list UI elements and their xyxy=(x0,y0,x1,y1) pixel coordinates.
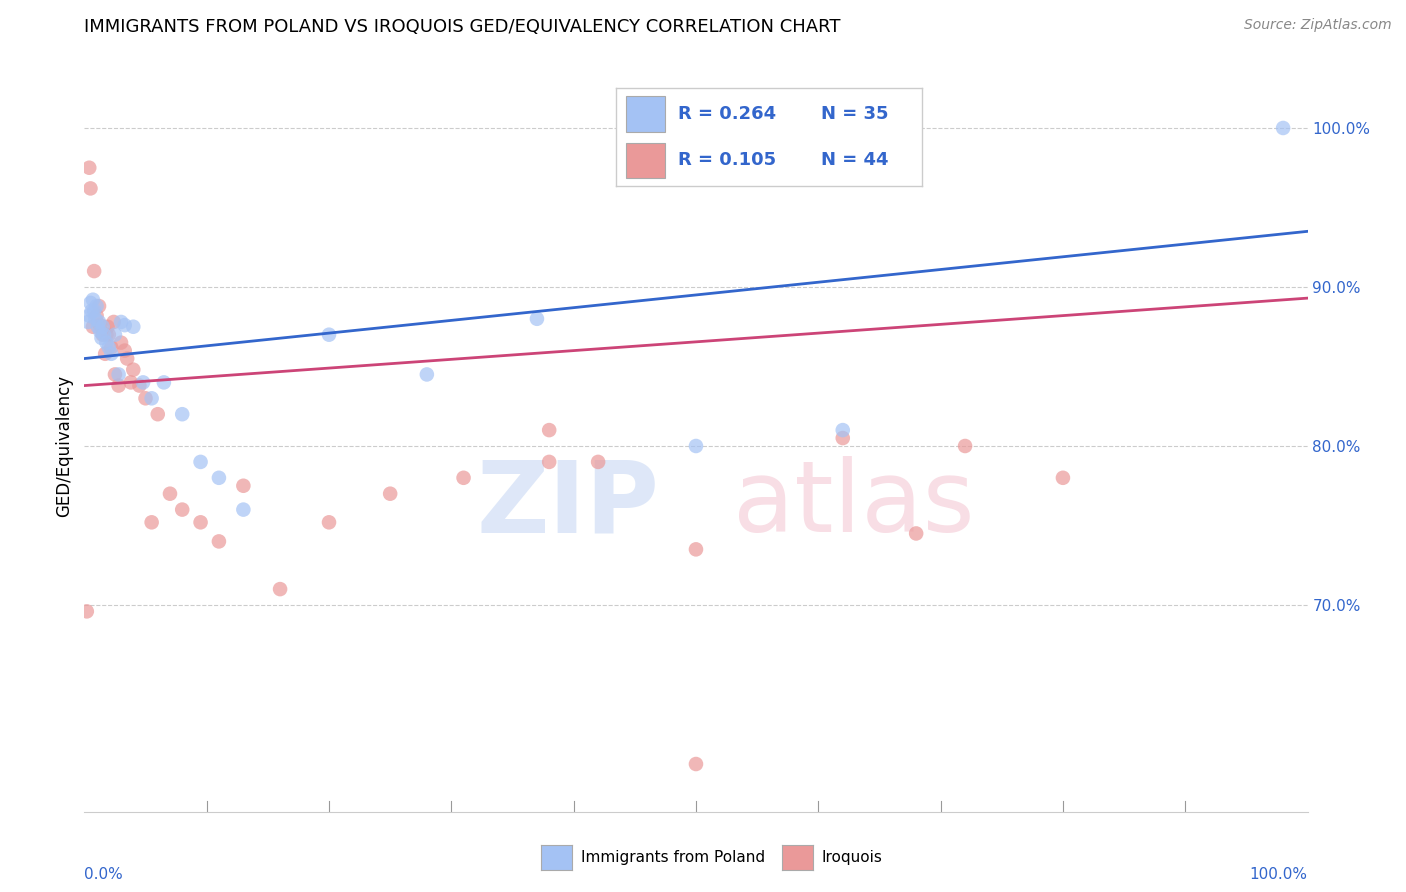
Text: 100.0%: 100.0% xyxy=(1250,867,1308,882)
Point xyxy=(122,319,145,334)
Point xyxy=(416,368,439,382)
Point xyxy=(120,376,142,390)
Point xyxy=(91,319,114,334)
Y-axis label: GED/Equivalency: GED/Equivalency xyxy=(55,375,73,517)
Point xyxy=(89,325,111,339)
Point xyxy=(104,368,127,382)
Point xyxy=(79,296,101,310)
Point xyxy=(318,327,340,342)
Point xyxy=(103,315,125,329)
Point xyxy=(190,455,212,469)
Point xyxy=(77,161,100,175)
Point xyxy=(107,378,129,392)
Point xyxy=(172,407,194,421)
Point xyxy=(172,502,194,516)
Text: IMMIGRANTS FROM POLAND VS IROQUOIS GED/EQUIVALENCY CORRELATION CHART: IMMIGRANTS FROM POLAND VS IROQUOIS GED/E… xyxy=(84,18,841,36)
Text: ZIP: ZIP xyxy=(477,456,659,553)
Text: atlas: atlas xyxy=(733,456,974,553)
Point xyxy=(122,362,145,376)
Point xyxy=(208,534,231,549)
Point xyxy=(104,327,127,342)
Point xyxy=(208,471,231,485)
Point xyxy=(86,309,108,323)
Point xyxy=(115,351,138,366)
Text: Iroquois: Iroquois xyxy=(821,850,882,864)
Point xyxy=(831,431,853,445)
Point xyxy=(97,340,120,354)
Point xyxy=(84,311,107,326)
Point xyxy=(380,486,402,500)
Point xyxy=(526,311,548,326)
Point xyxy=(685,439,707,453)
Point xyxy=(538,455,561,469)
Point xyxy=(90,331,112,345)
Point xyxy=(128,378,150,392)
Point xyxy=(685,542,707,557)
Point xyxy=(114,318,136,333)
Point xyxy=(96,335,118,350)
Point xyxy=(83,303,105,318)
Point xyxy=(77,315,100,329)
Point xyxy=(453,471,475,485)
Point xyxy=(79,181,101,195)
Point xyxy=(87,319,110,334)
Text: Immigrants from Poland: Immigrants from Poland xyxy=(581,850,765,864)
Point xyxy=(135,392,157,406)
Point xyxy=(132,376,155,390)
Point xyxy=(538,423,561,437)
Point xyxy=(96,327,118,342)
Point xyxy=(97,327,120,342)
Point xyxy=(586,455,609,469)
Point xyxy=(80,303,103,318)
Point xyxy=(107,368,129,382)
Point xyxy=(232,502,254,516)
Point xyxy=(1272,120,1295,135)
Point xyxy=(86,299,108,313)
Point xyxy=(318,516,340,530)
Point xyxy=(1052,471,1074,485)
Point xyxy=(87,315,110,329)
Point xyxy=(77,309,100,323)
Point xyxy=(232,479,254,493)
Point xyxy=(114,343,136,358)
Point xyxy=(190,516,212,530)
Point xyxy=(87,299,110,313)
Point xyxy=(91,327,114,342)
Text: 0.0%: 0.0% xyxy=(84,867,124,882)
Point xyxy=(76,604,98,618)
Point xyxy=(269,582,291,596)
Point xyxy=(905,526,928,541)
Point xyxy=(93,327,115,342)
Point xyxy=(83,264,105,278)
Point xyxy=(100,340,122,354)
Point xyxy=(831,423,853,437)
Point xyxy=(110,335,132,350)
Point xyxy=(141,516,163,530)
Point xyxy=(146,407,169,421)
Point xyxy=(82,293,104,307)
Point xyxy=(159,486,181,500)
Point xyxy=(82,319,104,334)
Point xyxy=(89,318,111,333)
Point xyxy=(153,376,176,390)
Point xyxy=(141,392,163,406)
Text: Source: ZipAtlas.com: Source: ZipAtlas.com xyxy=(1244,18,1392,32)
Point xyxy=(953,439,976,453)
Point xyxy=(100,347,122,361)
Point xyxy=(97,319,120,334)
Point xyxy=(110,315,132,329)
Point xyxy=(94,347,117,361)
Point xyxy=(685,757,707,772)
